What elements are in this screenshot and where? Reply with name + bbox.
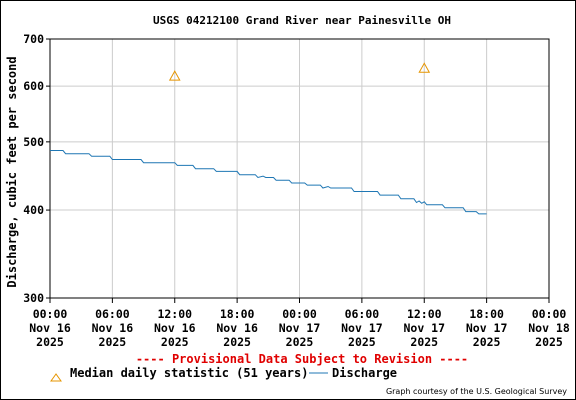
provisional-notice: ---- Provisional Data Subject to Revisio… xyxy=(136,352,468,366)
discharge-series-line xyxy=(50,150,487,215)
legend-median-triangle-icon xyxy=(50,373,62,382)
x-tick-label: 2025 xyxy=(410,335,438,349)
x-tick-label: Nov 16 xyxy=(92,321,134,335)
median-markers xyxy=(168,62,431,81)
y-tick-label: 600 xyxy=(23,79,44,93)
x-tick-label: 00:00 xyxy=(33,307,68,321)
x-tick-label: 00:00 xyxy=(282,307,317,321)
x-tick-label: Nov 17 xyxy=(279,321,321,335)
x-tick-label: Nov 16 xyxy=(154,321,196,335)
x-tick-label: 2025 xyxy=(473,335,501,349)
x-tick-label: Nov 17 xyxy=(341,321,383,335)
x-tick-label: 2025 xyxy=(36,335,64,349)
median-marker xyxy=(418,62,431,73)
x-tick-label: 2025 xyxy=(286,335,314,349)
graph-credit: Graph courtesy of the U.S. Geological Su… xyxy=(386,387,567,396)
y-tick-label: 400 xyxy=(23,203,44,217)
y-axis-label: Discharge, cubic feet per second xyxy=(5,56,19,287)
x-tick-label: 00:00 xyxy=(532,307,567,321)
x-tick-label: 12:00 xyxy=(407,307,442,321)
x-tick-label: 2025 xyxy=(161,335,189,349)
x-tick-label: Nov 17 xyxy=(466,321,508,335)
legend: Median daily statistic (51 years) Discha… xyxy=(50,366,397,382)
x-tick-label: 2025 xyxy=(535,335,563,349)
x-tick-label: 06:00 xyxy=(345,307,380,321)
x-tick-label: 2025 xyxy=(348,335,376,349)
x-tick-label: Nov 16 xyxy=(29,321,71,335)
x-tick-label: 18:00 xyxy=(469,307,504,321)
legend-median-label: Median daily statistic (51 years) xyxy=(70,366,308,380)
y-tick-label: 700 xyxy=(23,32,44,46)
x-tick-label: 06:00 xyxy=(95,307,130,321)
x-tick-label: Nov 17 xyxy=(403,321,445,335)
x-tick-label: 2025 xyxy=(223,335,251,349)
y-tick-label: 300 xyxy=(23,291,44,305)
x-tick-label: 2025 xyxy=(99,335,127,349)
x-tick-label: Nov 18 xyxy=(528,321,570,335)
legend-discharge-label: Discharge xyxy=(332,366,397,380)
median-marker xyxy=(168,70,181,81)
x-tick-label: 12:00 xyxy=(157,307,192,321)
chart-title: USGS 04212100 Grand River near Painesvil… xyxy=(153,14,451,27)
grid-lines xyxy=(49,38,550,299)
y-axis-ticks: 300 400 500 600 700 xyxy=(23,32,50,305)
x-tick-label: Nov 16 xyxy=(216,321,258,335)
x-tick-label: 18:00 xyxy=(220,307,255,321)
y-tick-label: 500 xyxy=(23,135,44,149)
